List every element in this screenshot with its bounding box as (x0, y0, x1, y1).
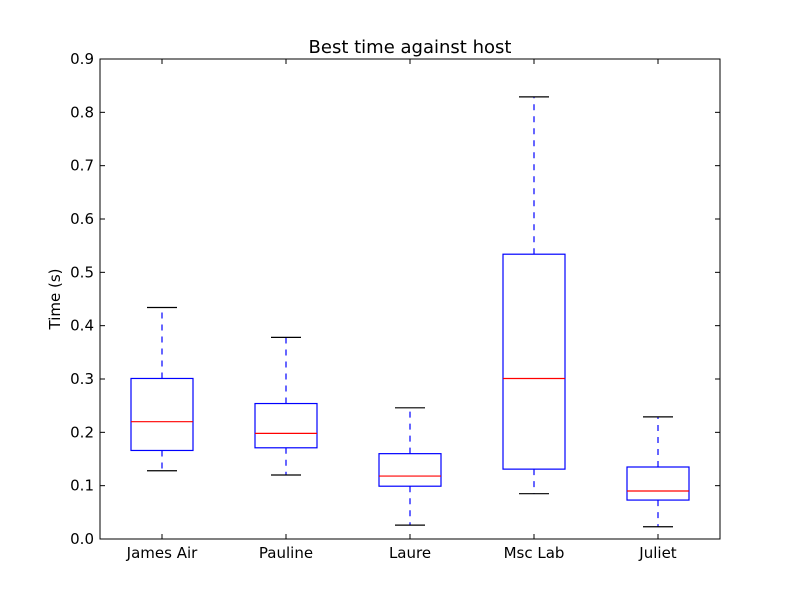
y-tick-label-2: 0.2 (70, 423, 94, 441)
x-tick-label-4: Juliet (638, 544, 676, 562)
chart-title: Best time against host (309, 37, 512, 58)
x-tick-label-2: Laure (389, 544, 431, 562)
x-tick-label-3: Msc Lab (504, 544, 565, 562)
y-tick-label-7: 0.7 (70, 157, 94, 175)
x-tick-label-0: James Air (126, 544, 198, 562)
y-tick-label-4: 0.4 (70, 317, 94, 335)
y-tick-label-9: 0.9 (70, 50, 94, 68)
y-tick-label-3: 0.3 (70, 370, 94, 388)
box-pauline (254, 402, 318, 449)
plot-area: 0.0 0.1 0.2 0.3 0.4 0.5 0.6 0.7 0.8 0.9 James Air P… (70, 50, 721, 562)
y-tick-label-6: 0.6 (70, 210, 94, 228)
y-tick-label-0: 0.0 (70, 530, 94, 548)
y-tick-label-8: 0.8 (70, 103, 94, 121)
y-tick-label-5: 0.5 (70, 263, 94, 281)
y-tick-label-1: 0.1 (70, 477, 94, 495)
y-axis-label: Time (s) (46, 269, 64, 331)
box-james-air (130, 377, 194, 452)
box-msc-lab (502, 253, 566, 470)
x-tick-label-1: Pauline (259, 544, 313, 562)
box-laure (378, 453, 442, 487)
box-juliet (626, 466, 690, 501)
